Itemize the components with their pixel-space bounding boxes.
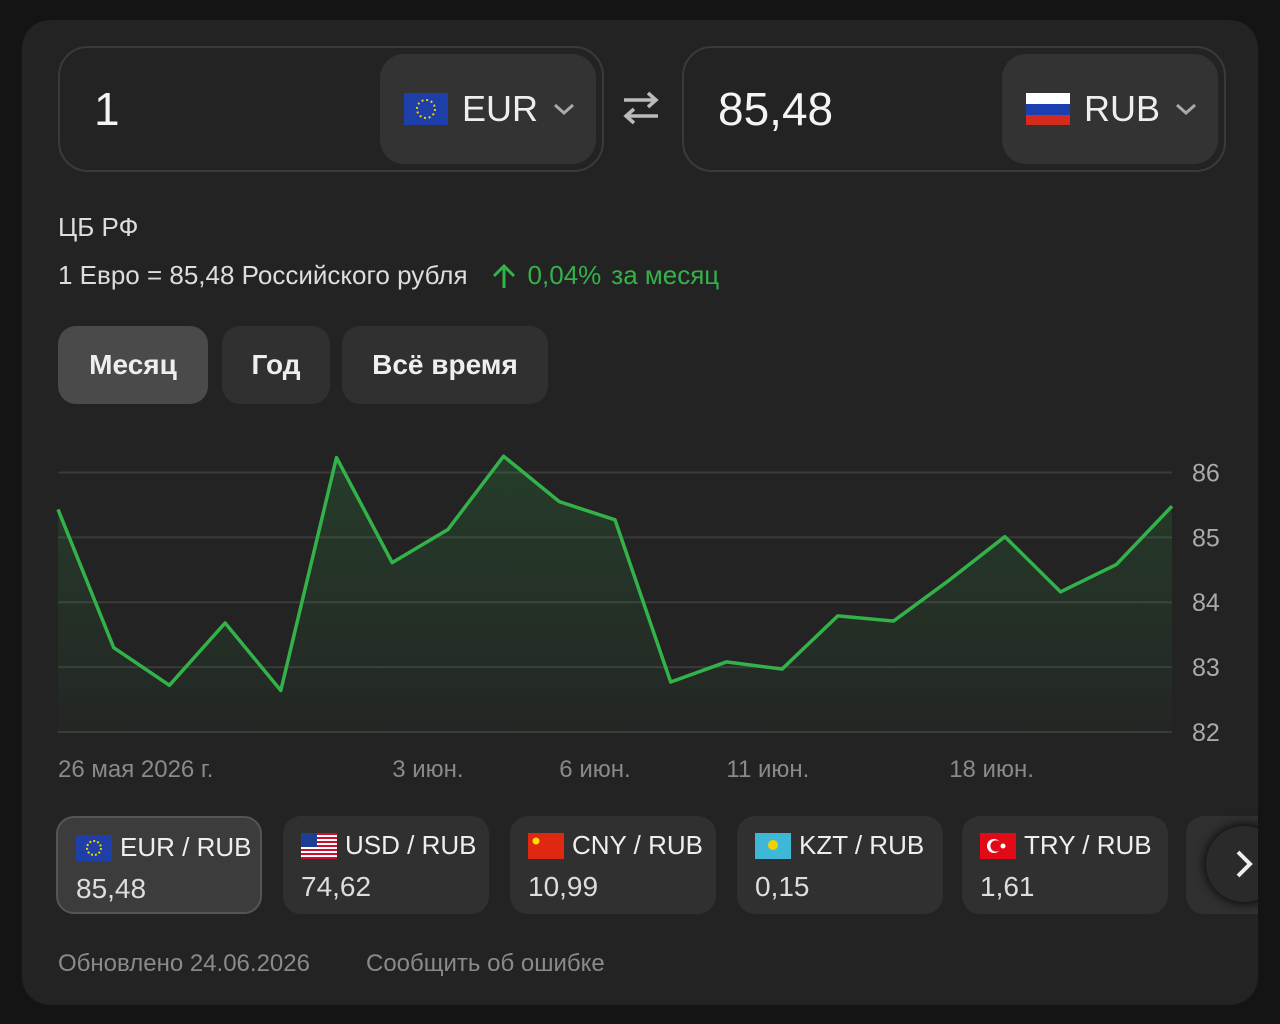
line (56, 454, 1174, 693)
rate-line: 1 Евро = 85,48 Российского рубля 0,04% з… (58, 260, 719, 291)
pair-name: TRY / RUB (1024, 830, 1152, 860)
source: ЦБ РФ (58, 212, 139, 242)
flag (301, 832, 337, 859)
pair-name: EUR / RUB (120, 832, 252, 862)
from-box: 1 EUR (58, 46, 604, 172)
to-currency[interactable]: RUB (1002, 54, 1218, 164)
x-tick-label: 26 мая 2026 г. (58, 756, 213, 783)
pair-card[interactable]: KZT / RUB 0,15 (737, 816, 943, 914)
pair-name: KZT / RUB (799, 830, 925, 860)
pair-card[interactable]: CNY / RUB 10,99 (510, 816, 716, 914)
period-button[interactable]: Месяц (58, 326, 208, 404)
report-error-link[interactable]: Сообщить об ошибке (366, 950, 605, 977)
chart: 82 83 84 85 86 26 мая 2026 г. 3 июн. 6 июн. 11 и… (56, 454, 1220, 783)
scroll-right-button[interactable] (1206, 826, 1258, 902)
chevron (554, 103, 575, 116)
updated: Обновлено 24.06.2026 (58, 950, 310, 977)
from-amount[interactable]: 1 (94, 83, 120, 135)
swap-icon[interactable] (620, 90, 662, 126)
flag (755, 832, 791, 859)
x-tick-label: 11 июн. (726, 756, 809, 783)
pair-label: CNY / RUB (528, 830, 716, 861)
y-tick-label: 82 (1192, 719, 1220, 747)
y-tick-label: 83 (1192, 654, 1220, 682)
up-arrow (492, 263, 515, 288)
x-tick-label: 18 июн. (949, 756, 1034, 783)
flag (76, 834, 112, 861)
pair-value: 85,48 (76, 873, 147, 904)
pair-card[interactable]: EUR / RUB 85,48 (56, 816, 262, 914)
change-period: за месяц (611, 260, 720, 290)
pair-label: KZT / RUB (755, 830, 943, 861)
pair-card[interactable]: TRY / RUB 1,61 (962, 816, 1168, 914)
chevron-right (1236, 850, 1253, 878)
pair-name: CNY / RUB (572, 830, 703, 860)
period-button[interactable]: Всё время (342, 326, 548, 404)
y-tick-label: 84 (1192, 589, 1220, 617)
area (58, 456, 1172, 732)
pair-value: 74,62 (301, 871, 372, 902)
pair-value: 1,61 (980, 871, 1035, 902)
pair-label: EUR / RUB (76, 832, 260, 863)
pair-value: 10,99 (528, 871, 599, 902)
from-currency[interactable]: EUR (380, 54, 596, 164)
converter-card: 1 EUR 85,48 RUB ЦБ РФ 1 Евро = 85,48 Рос… (22, 20, 1258, 1005)
pair-label: USD / RUB (301, 830, 489, 861)
to-box: 85,48 RUB (682, 46, 1226, 172)
y-tick-label: 86 (1192, 459, 1220, 487)
to-amount[interactable]: 85,48 (718, 83, 834, 135)
y-tick-label: 85 (1192, 524, 1220, 552)
eu-flag (404, 93, 448, 125)
rate-text: 1 Евро = 85,48 Российского рубля (58, 260, 468, 290)
pair-label: TRY / RUB (980, 830, 1168, 861)
flag (980, 832, 1016, 859)
ru-flag (1026, 93, 1070, 125)
flag (528, 832, 564, 859)
x-tick-label: 6 июн. (559, 756, 630, 783)
chevron (1176, 103, 1197, 116)
change: 0,04% (527, 260, 602, 290)
from-currency-code: EUR (462, 88, 539, 129)
pair-name: USD / RUB (345, 830, 477, 860)
period-button[interactable]: Год (222, 326, 330, 404)
pair-value: 0,15 (755, 871, 810, 902)
to-currency-code: RUB (1084, 88, 1161, 129)
pair-card[interactable]: USD / RUB 74,62 (283, 816, 489, 914)
x-tick-label: 3 июн. (392, 756, 463, 783)
